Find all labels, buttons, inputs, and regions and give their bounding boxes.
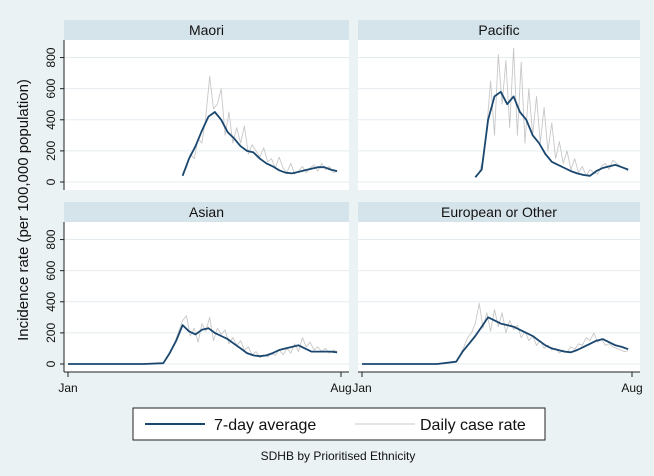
y-tick-label: 400: [44, 109, 58, 129]
y-tick-label: 200: [44, 141, 58, 161]
chart-note: SDHB by Prioritised Ethnicity: [261, 449, 416, 463]
x-tick-label: Aug: [621, 381, 642, 395]
series-line-7day-average: [474, 90, 629, 178]
panel-strip: [358, 20, 640, 40]
y-tick-label: 0: [44, 360, 58, 367]
y-tick-label: 800: [44, 47, 58, 67]
series-line-7day-average: [181, 111, 338, 177]
panel-title: Pacific: [478, 22, 519, 38]
x-tick-label: Jan: [352, 381, 371, 395]
legend-label: 7-day average: [214, 417, 316, 434]
series-line-7day-average: [68, 324, 338, 365]
panel-title: Asian: [189, 204, 224, 220]
series-line-daily-case-rate: [182, 75, 338, 175]
y-tick-label: 800: [44, 229, 58, 249]
panel-title: Maori: [189, 22, 224, 38]
panel-maori: Maori 0 200 400 600 800: [44, 20, 349, 190]
legend: 7-day average Daily case rate: [132, 407, 546, 441]
legend-label: Daily case rate: [420, 417, 526, 434]
plot-area: [358, 222, 640, 372]
y-tick-label: 200: [44, 323, 58, 343]
plot-area: [64, 40, 349, 190]
panels-group: Maori 0 200 400 600 800 Pacific Asian 0 200 400 600…: [44, 20, 643, 395]
x-tick-label: Aug: [330, 381, 351, 395]
panel-strip: [64, 20, 349, 40]
y-tick-label: 600: [44, 260, 58, 280]
panel-title: European or Other: [441, 204, 557, 220]
y-tick-label: 400: [44, 291, 58, 311]
panel-asian: Asian 0 200 400 600 800 Jan Aug: [44, 202, 352, 395]
panel-strip: [64, 202, 349, 222]
panel-european-or-other: European or Other Jan Aug: [352, 202, 643, 395]
panel-pacific: Pacific: [358, 20, 640, 190]
y-tick-label: 0: [44, 178, 58, 185]
y-axis-label: Incidence rate (per 100,000 population): [15, 79, 32, 341]
x-tick-label: Jan: [58, 381, 77, 395]
series-line-7day-average: [362, 316, 629, 365]
panel-strip: [358, 202, 640, 222]
legend-box: [132, 407, 546, 441]
series-line-daily-case-rate: [475, 47, 629, 177]
y-tick-label: 600: [44, 78, 58, 98]
